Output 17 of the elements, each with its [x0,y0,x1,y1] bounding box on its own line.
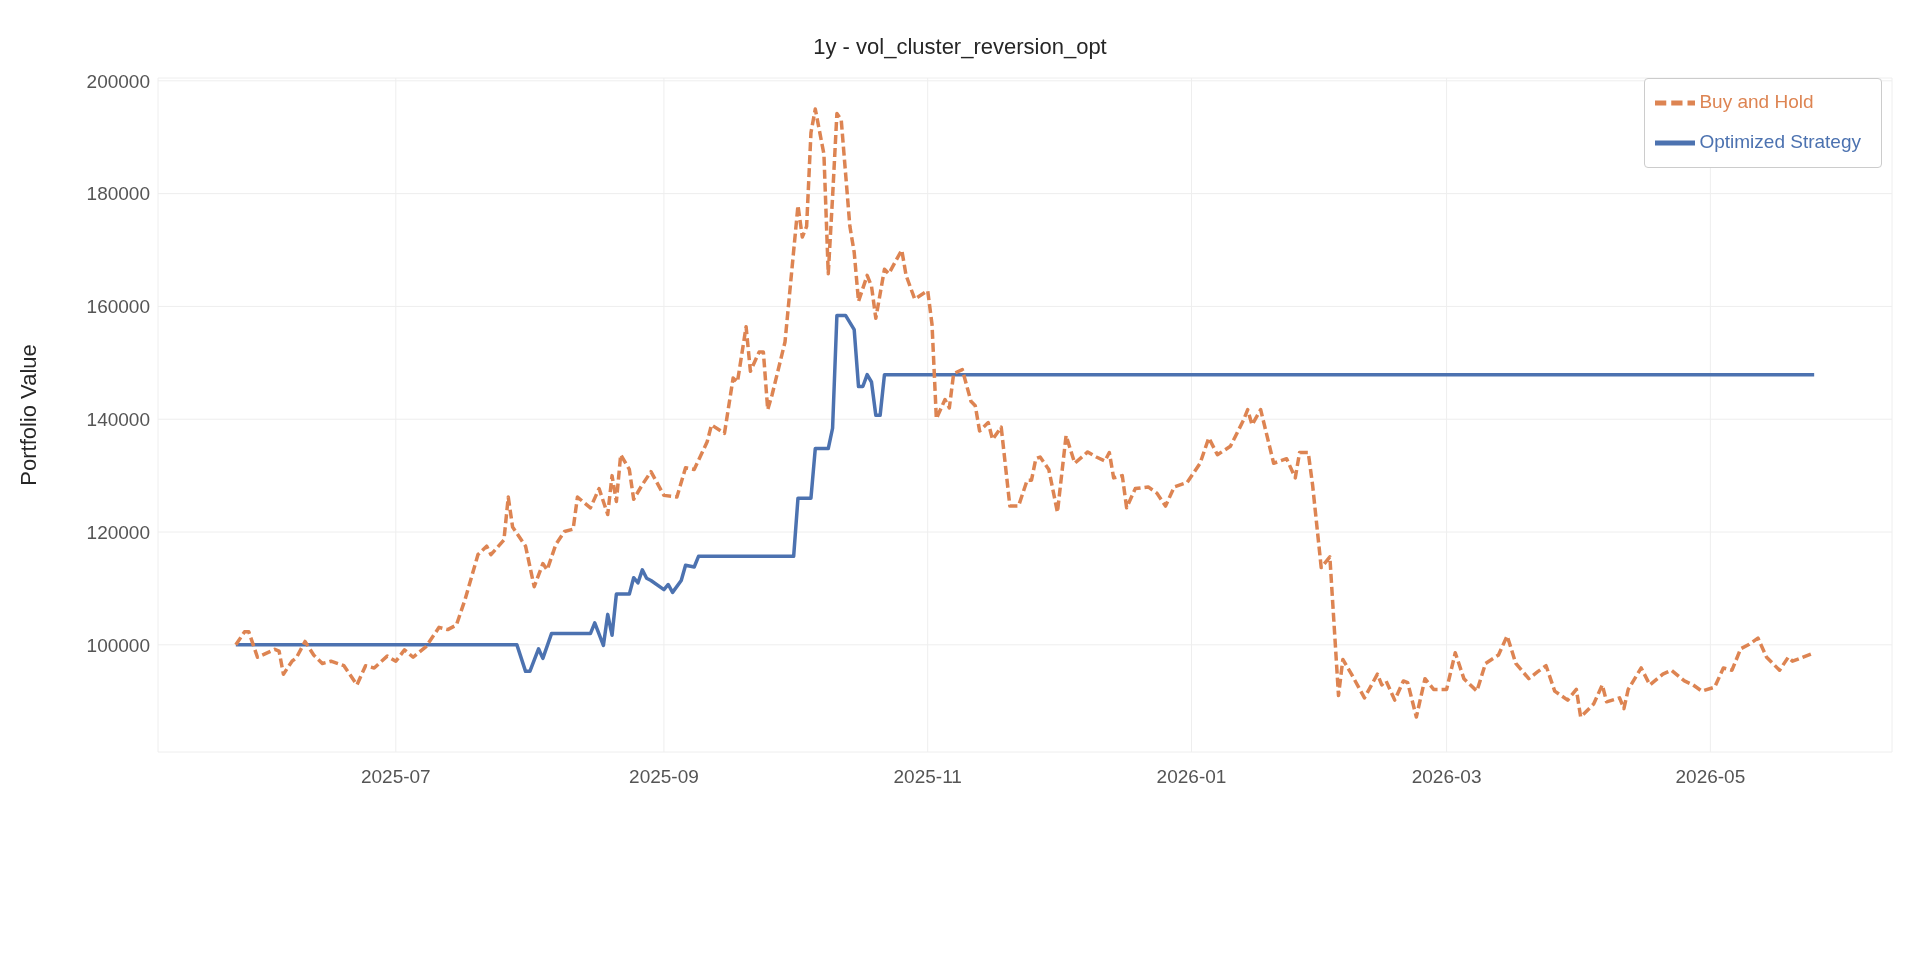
x-tick-label: 2026-03 [1411,766,1482,788]
y-tick-label: 100000 [86,634,150,656]
y-tick-label: 180000 [86,183,150,205]
legend-label: Optimized Strategy [1699,131,1861,153]
line-series [234,313,1816,674]
x-tick-label: 2025-11 [893,766,962,788]
y-axis-title: Portfolio Value [15,344,41,486]
y-tick-label: 160000 [86,296,150,318]
x-tick-label: 2026-05 [1675,766,1746,788]
y-tick-label: 120000 [86,521,150,543]
legend-label: Buy and Hold [1699,91,1814,113]
chart-title: 1y - vol_cluster_reversion_opt [812,34,1108,60]
x-tick-label: 2025-09 [629,766,699,788]
y-tick-label: 200000 [86,70,150,92]
y-tick-label: 140000 [86,408,150,430]
x-tick-label: 2026-01 [1156,766,1227,788]
x-tick-label: 2025-07 [360,766,431,788]
